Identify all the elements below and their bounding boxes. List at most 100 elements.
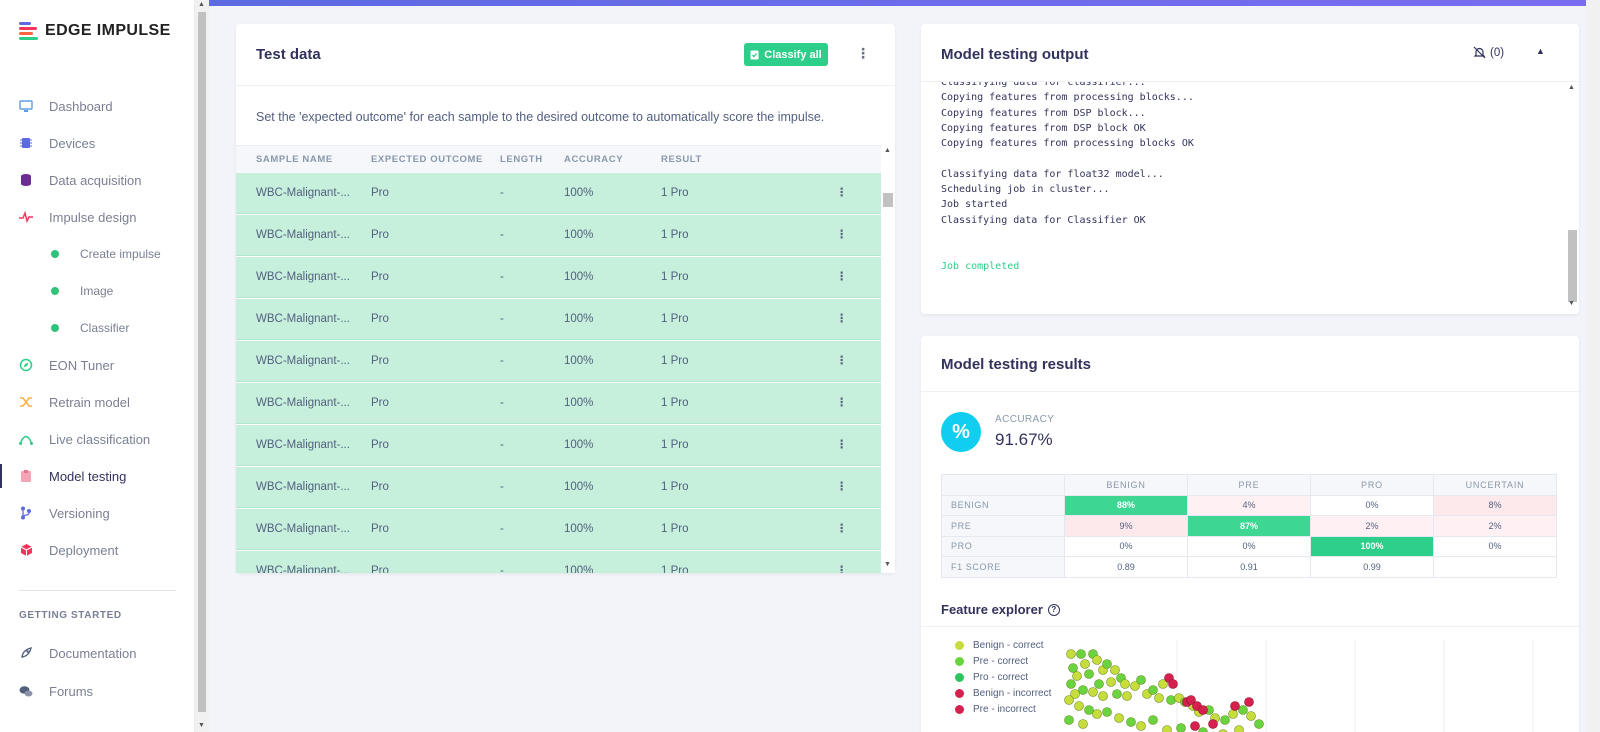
sidebar-item-versioning[interactable]: Versioning (0, 497, 195, 529)
f1-cell (1433, 556, 1557, 578)
row-options-icon[interactable]: ⋮ (836, 481, 848, 493)
table-row[interactable]: WBC-Malignant-... Pro - 100% 1 Pro ⋮ (236, 467, 881, 508)
plot-point (1136, 721, 1146, 731)
log-line: ​ (941, 228, 1551, 243)
column-result[interactable]: RESULT (661, 154, 702, 165)
more-options-icon[interactable]: ⋮ (856, 45, 870, 61)
sample-name-cell: WBC-Malignant-... (256, 187, 350, 199)
accuracy-value: 91.67% (995, 430, 1053, 449)
log-line: Classifying data for Classifier OK (941, 214, 1146, 226)
legend-label: Pro - correct (973, 672, 1029, 683)
log-line: Classifying data for classifier... (941, 82, 1146, 88)
compass-icon (19, 358, 33, 372)
logo-icon (19, 22, 39, 40)
row-options-icon[interactable]: ⋮ (836, 355, 848, 367)
plot-point (1066, 649, 1076, 659)
plot-point (1168, 679, 1178, 689)
table-row[interactable]: WBC-Malignant-... Pro - 100% 1 Pro ⋮ (236, 299, 881, 340)
notification-count: (0) (1490, 46, 1505, 59)
legend-item[interactable]: Pro - correct (955, 672, 1051, 688)
table-row[interactable]: WBC-Malignant-... Pro - 100% 1 Pro ⋮ (236, 425, 881, 466)
scrollbar-thumb[interactable] (883, 193, 893, 207)
legend-item[interactable]: Benign - correct (955, 640, 1051, 656)
help-icon[interactable]: ? (1047, 603, 1060, 616)
accuracy-cell: 100% (564, 271, 594, 283)
scroll-down-icon[interactable]: ▼ (884, 561, 891, 568)
sidebar-item-model-testing[interactable]: Model testing (0, 460, 195, 492)
page-scrollbar[interactable] (1586, 0, 1600, 732)
scroll-up-icon[interactable]: ▲ (884, 147, 891, 154)
expected-outcome-cell: Pro (371, 271, 389, 283)
sidebar-item-devices[interactable]: Devices (0, 127, 195, 159)
column-length[interactable]: LENGTH (500, 154, 543, 165)
log-scrollbar[interactable]: ▲ ▼ (1565, 82, 1579, 314)
table-row[interactable]: WBC-Malignant-... Pro - 100% 1 Pro ⋮ (236, 257, 881, 298)
sidebar-item-image[interactable]: Image (0, 275, 195, 307)
sidebar-item-impulse-design[interactable]: Impulse design (0, 201, 195, 233)
sidebar-item-forums[interactable]: Forums (0, 675, 195, 707)
row-options-icon[interactable]: ⋮ (836, 439, 848, 451)
plot-point (1084, 705, 1094, 715)
test-data-title: Test data (256, 46, 321, 63)
brand-logo[interactable]: EDGE IMPULSE (19, 22, 171, 40)
scroll-down-icon[interactable]: ▼ (1568, 300, 1575, 307)
classify-all-button[interactable]: Classify all (744, 43, 828, 66)
row-options-icon[interactable]: ⋮ (836, 313, 848, 325)
scroll-up-icon[interactable]: ▲ (198, 1, 205, 8)
table-row[interactable]: WBC-Malignant-... Pro - 100% 1 Pro ⋮ (236, 551, 881, 573)
sidebar-item-create-impulse[interactable]: Create impulse (0, 238, 195, 270)
table-row[interactable]: WBC-Malignant-... Pro - 100% 1 Pro ⋮ (236, 173, 881, 214)
scroll-down-icon[interactable]: ▼ (198, 722, 205, 729)
matrix-col-header: PRE (1187, 474, 1311, 496)
dot-icon (51, 324, 59, 332)
legend-item[interactable]: Pre - incorrect (955, 704, 1051, 720)
sidebar-divider (19, 590, 176, 591)
legend-item[interactable]: Benign - incorrect (955, 688, 1051, 704)
plot-point (1126, 717, 1136, 727)
f1-cell: 0.89 (1064, 556, 1188, 578)
legend-item[interactable]: Pre - correct (955, 656, 1051, 672)
collapse-icon[interactable]: ▲ (1536, 46, 1545, 56)
table-row[interactable]: WBC-Malignant-... Pro - 100% 1 Pro ⋮ (236, 215, 881, 256)
log-line: Copying features from DSP block... (941, 107, 1146, 119)
scrollbar-thumb[interactable] (198, 12, 206, 712)
column-sample-name[interactable]: SAMPLE NAME (256, 154, 333, 165)
row-options-icon[interactable]: ⋮ (836, 187, 848, 199)
clipboard-check-icon (750, 50, 759, 60)
sidebar-item-documentation[interactable]: Documentation (0, 637, 195, 669)
scroll-up-icon[interactable]: ▲ (1568, 84, 1575, 91)
feature-explorer-plot[interactable] (1059, 640, 1579, 732)
scrollbar-thumb[interactable] (1568, 230, 1577, 302)
notifications-toggle[interactable]: (0) (1473, 46, 1504, 59)
column-expected-outcome[interactable]: EXPECTED OUTCOME (371, 154, 483, 165)
plot-point (1176, 723, 1186, 732)
accuracy-cell: 100% (564, 397, 594, 409)
matrix-cell: 87% (1187, 515, 1311, 537)
table-row[interactable]: WBC-Malignant-... Pro - 100% 1 Pro ⋮ (236, 383, 881, 424)
row-options-icon[interactable]: ⋮ (836, 271, 848, 283)
table-row[interactable]: WBC-Malignant-... Pro - 100% 1 Pro ⋮ (236, 509, 881, 550)
table-row[interactable]: WBC-Malignant-... Pro - 100% 1 Pro ⋮ (236, 341, 881, 382)
column-accuracy[interactable]: ACCURACY (564, 154, 624, 165)
plot-point (1102, 707, 1112, 717)
sample-name-cell: WBC-Malignant-... (256, 271, 350, 283)
log-line: Copying features from processing blocks … (941, 138, 1194, 150)
sidebar-item-retrain-model[interactable]: Retrain model (0, 386, 195, 418)
row-options-icon[interactable]: ⋮ (836, 229, 848, 241)
table-scrollbar[interactable]: ▲ ▼ (881, 145, 895, 573)
sidebar-item-dashboard[interactable]: Dashboard (0, 90, 195, 122)
matrix-cell: 8% (1433, 494, 1557, 516)
plot-point (1234, 725, 1244, 732)
sidebar-item-data-acquisition[interactable]: Data acquisition (0, 164, 195, 196)
row-options-icon[interactable]: ⋮ (836, 523, 848, 535)
accuracy-cell: 100% (564, 187, 594, 199)
matrix-row-header: F1 SCORE (941, 556, 1065, 578)
sidebar-scrollbar[interactable]: ▲ ▼ (195, 0, 209, 732)
clipboard-icon (19, 469, 33, 483)
sidebar-item-deployment[interactable]: Deployment (0, 534, 195, 566)
row-options-icon[interactable]: ⋮ (836, 397, 848, 409)
row-options-icon[interactable]: ⋮ (836, 565, 848, 573)
sidebar-item-classifier[interactable]: Classifier (0, 312, 195, 344)
sidebar-item-eon-tuner[interactable]: EON Tuner (0, 349, 195, 381)
sidebar-item-live-classification[interactable]: Live classification (0, 423, 195, 455)
